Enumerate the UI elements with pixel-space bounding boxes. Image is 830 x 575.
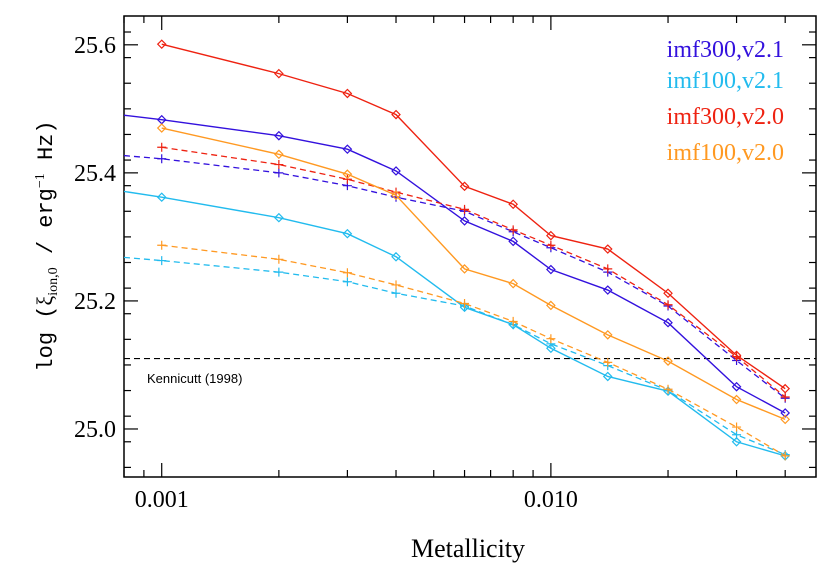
plus-marker-imf100-v2-1 [391,288,401,298]
plus-marker-imf100-v2-0 [780,451,790,461]
x-tick-label: 0.010 [524,487,578,513]
x-tick-label: 0.001 [135,487,189,513]
plus-marker-imf100-v2-0 [460,298,470,308]
plus-marker-imf100-v2-0 [508,316,518,326]
diamond-marker-imf300-v2-0 [508,199,519,210]
diamond-marker-imf100-v2-0 [459,264,470,274]
series-group [124,39,791,461]
diamond-marker-imf100-v2-1 [342,228,353,239]
plus-marker-imf100-v2-1 [274,267,284,277]
diamond-marker-imf100-v2-0 [391,190,401,201]
plus-marker-imf100-v2-0 [391,280,401,290]
plus-marker-imf300-v2-0 [460,204,470,214]
diamond-marker-imf300-v2-0 [391,109,401,120]
plus-marker-imf300-v2-0 [546,240,556,250]
diamond-marker-imf100-v2-0 [342,169,353,179]
plus-marker-imf100-v2-0 [274,254,284,264]
y-tick-label: 25.0 [74,417,116,443]
diamond-marker-imf300-v2-1 [602,285,613,295]
plus-marker-imf100-v2-0 [732,422,742,432]
y-axis-label-xi: ξ [32,296,57,306]
diamond-marker-imf100-v2-0 [602,330,613,340]
diamond-marker-imf100-v2-1 [391,251,401,262]
diamond-marker-imf300-v2-0 [602,244,613,254]
diamond-marker-imf300-v2-0 [663,288,673,299]
diamond-marker-imf300-v2-0 [342,88,353,99]
y-axis-label: log (ξion,0 / erg−1 Hz) [32,120,61,371]
diamond-marker-imf100-v2-0 [731,394,742,405]
plus-marker-imf100-v2-0 [603,357,613,367]
plus-marker-imf100-v2-0 [663,384,673,394]
plus-marker-imf100-v2-1 [157,256,167,266]
diamond-marker-imf300-v2-0 [546,230,556,241]
diamond-marker-imf300-v2-1 [274,130,284,141]
diamond-marker-imf300-v2-0 [274,68,284,79]
diamond-marker-imf300-v2-0 [459,181,470,192]
plus-marker-imf100-v2-0 [342,268,352,278]
y-axis-label-sub: ion,0 [46,267,61,295]
diamond-marker-imf300-v2-1 [546,264,556,275]
series-solid-line-imf100-v2-1 [124,190,786,457]
plus-marker-imf300-v2-0 [780,392,790,402]
series-solid-line-imf100-v2-0 [161,127,786,421]
plus-marker-imf300-v2-0 [663,300,673,310]
plus-marker-imf100-v2-0 [157,240,167,250]
x-axis-label: Metallicity [411,534,525,563]
series-dashed-line-imf100-v2-1 [124,256,786,456]
diamond-marker-imf100-v2-0 [546,300,556,311]
plus-marker-imf100-v2-1 [342,277,352,287]
diamond-marker-imf100-v2-1 [546,343,556,354]
plot-frame [123,15,817,478]
diamond-marker-imf300-v2-1 [342,144,353,155]
series-solid-line-imf300-v2-0 [161,43,786,390]
plus-marker-imf100-v2-0 [546,334,556,344]
reference-line-label: Kennicutt (1998) [147,371,242,386]
plus-marker-imf300-v2-1 [274,168,284,178]
diamond-marker-imf300-v2-1 [391,166,401,176]
plus-marker-imf300-v2-0 [157,142,167,152]
diamond-marker-imf100-v2-0 [663,356,673,366]
diamond-marker-imf100-v2-1 [731,436,742,447]
diamond-marker-imf100-v2-1 [156,192,167,203]
legend-entry-imf300-v2.0: imf300,v2.0 [667,104,784,130]
plus-marker-imf100-v2-1 [732,430,742,440]
diamond-marker-imf100-v2-0 [508,278,519,289]
diamond-marker-imf100-v2-1 [602,371,613,382]
diamond-marker-imf100-v2-0 [156,123,167,133]
diamond-marker-imf100-v2-0 [274,149,284,160]
plus-marker-imf300-v2-0 [274,160,284,170]
series-dashed-line-imf300-v2-1 [124,154,786,399]
diamond-marker-imf300-v2-1 [780,408,791,418]
plus-marker-imf300-v2-0 [603,264,613,274]
y-tick-label: 25.4 [74,161,116,187]
y-axis-label-sup: −1 [33,173,48,188]
ticks-group [123,16,816,477]
y-tick-label: 25.2 [74,289,116,315]
legend-entry-imf300-v2.1: imf300,v2.1 [667,37,784,63]
legend-entry-imf100-v2.0: imf100,v2.0 [667,140,784,166]
y-axis-label-middle: / erg [34,188,59,267]
y-axis-label-prefix: log ( [34,306,59,372]
series-solid-line-imf300-v2-1 [124,114,786,414]
legend: imf300,v2.1 imf100,v2.1 imf300,v2.0 imf1… [667,37,784,166]
plus-marker-imf300-v2-1 [157,154,167,164]
y-tick-label: 25.6 [74,33,116,59]
plus-marker-imf300-v2-0 [732,352,742,362]
diamond-marker-imf300-v2-0 [156,39,167,50]
diamond-marker-imf300-v2-1 [663,317,673,328]
diamond-marker-imf300-v2-1 [731,381,742,392]
tick-labels: 25.0 25.2 25.4 25.6 0.001 0.010 [74,33,578,513]
plus-marker-imf300-v2-0 [508,225,518,235]
plus-marker-imf300-v2-0 [342,174,352,184]
diamond-marker-imf300-v2-1 [508,236,519,247]
series-dashed-line-imf100-v2-0 [161,244,786,457]
diamond-marker-imf300-v2-1 [459,216,470,226]
diamond-marker-imf100-v2-0 [780,414,791,425]
legend-entry-imf100-v2.1: imf100,v2.1 [667,68,784,94]
y-axis-label-suffix: Hz) [34,120,59,173]
diamond-marker-imf100-v2-1 [274,212,284,223]
